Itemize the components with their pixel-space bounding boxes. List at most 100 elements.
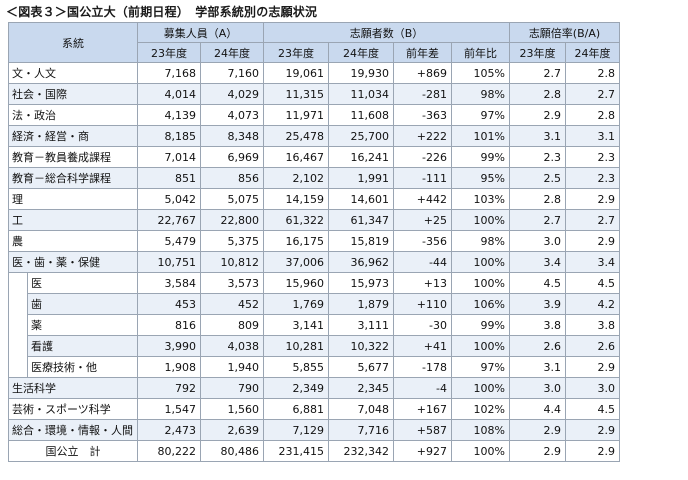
- cell-a23: 11,315: [263, 83, 329, 105]
- cell-b24: 2.6: [565, 335, 620, 357]
- cell-diff: -4: [393, 377, 452, 399]
- cell-pct: 100%: [451, 251, 510, 273]
- cell-pct: 108%: [451, 419, 510, 441]
- table-body: 文・人文 7,168 7,160 19,061 19,930 +869 105% 2.7 2.8…: [7, 62, 620, 462]
- row-label: 文・人文: [8, 62, 138, 84]
- cell-diff: -111: [393, 167, 452, 189]
- cell-r24: 856: [200, 167, 264, 189]
- cell-r23: 22,767: [137, 209, 201, 231]
- table-row: 薬 816 809 3,141 3,111 -30 99% 3.8 3.8: [7, 314, 620, 336]
- cell-b24: 2.7: [565, 83, 620, 105]
- row-label: 農: [8, 230, 138, 252]
- cell-b24: 3.0: [565, 377, 620, 399]
- table-row: 医・歯・薬・保健 10,751 10,812 37,006 36,962 -44 100% 3…: [8, 251, 620, 273]
- total-cell-b24: 2.9: [565, 440, 620, 462]
- total-cell-r23: 80,222: [137, 440, 201, 462]
- row-label: 法・政治: [8, 104, 138, 126]
- cell-r24: 6,969: [200, 146, 264, 168]
- cell-pct: 100%: [451, 272, 510, 294]
- cell-a24: 16,241: [328, 146, 394, 168]
- cell-b23: 4.4: [509, 398, 566, 420]
- cell-pct: 99%: [451, 146, 510, 168]
- cell-b24: 2.9: [565, 356, 620, 378]
- cell-r23: 2,473: [137, 419, 201, 441]
- row-label: 看護: [27, 335, 138, 357]
- cell-a24: 61,347: [328, 209, 394, 231]
- cell-r23: 3,584: [137, 272, 201, 294]
- cell-r24: 452: [200, 293, 264, 315]
- cell-b24: 4.2: [565, 293, 620, 315]
- indent-cell: [7, 314, 29, 336]
- cell-diff: -44: [393, 251, 452, 273]
- cell-r23: 4,139: [137, 104, 201, 126]
- cell-b24: 3.4: [565, 251, 620, 273]
- cell-b23: 2.6: [509, 335, 566, 357]
- cell-r23: 851: [137, 167, 201, 189]
- cell-a24: 19,930: [328, 62, 394, 84]
- cell-b23: 3.0: [509, 377, 566, 399]
- cell-a24: 11,034: [328, 83, 394, 105]
- cell-b23: 3.1: [509, 125, 566, 147]
- row-label: 教育－教員養成課程: [8, 146, 138, 168]
- table-row: 社会・国際 4,014 4,029 11,315 11,034 -281 98% 2.8 2.7: [8, 83, 620, 105]
- cell-diff: -281: [393, 83, 452, 105]
- cell-b24: 2.9: [565, 230, 620, 252]
- cell-a23: 7,129: [263, 419, 329, 441]
- table-row: 農 5,479 5,375 16,175 15,819 -356 98% 3.0 2.9: [8, 230, 620, 252]
- cell-a23: 5,855: [263, 356, 329, 378]
- cell-pct: 100%: [451, 209, 510, 231]
- cell-diff: -178: [393, 356, 452, 378]
- cell-r24: 5,075: [200, 188, 264, 210]
- cell-b24: 2.7: [565, 209, 620, 231]
- cell-diff: +25: [393, 209, 452, 231]
- cell-b24: 4.5: [565, 398, 620, 420]
- cell-r23: 1,547: [137, 398, 201, 420]
- cell-a24: 11,608: [328, 104, 394, 126]
- cell-a24: 7,048: [328, 398, 394, 420]
- cell-b23: 2.5: [509, 167, 566, 189]
- cell-r24: 4,029: [200, 83, 264, 105]
- header-applicants-23: 23年度: [263, 42, 329, 63]
- cell-r24: 1,560: [200, 398, 264, 420]
- table-row: 法・政治 4,139 4,073 11,971 11,608 -363 97% 2.9 2.8: [8, 104, 620, 126]
- cell-b23: 2.9: [509, 419, 566, 441]
- cell-diff: +167: [393, 398, 452, 420]
- table-row: 歯 453 452 1,769 1,879 +110 106% 3.9 4.2: [7, 293, 620, 315]
- cell-r23: 7,168: [137, 62, 201, 84]
- cell-a24: 15,973: [328, 272, 394, 294]
- cell-pct: 95%: [451, 167, 510, 189]
- row-label: 教育－総合科学課程: [8, 167, 138, 189]
- cell-a23: 25,478: [263, 125, 329, 147]
- cell-a24: 15,819: [328, 230, 394, 252]
- header-category: 系統: [8, 22, 138, 63]
- row-label: 経済・経営・商: [8, 125, 138, 147]
- table-row: 工 22,767 22,800 61,322 61,347 +25 100% 2.7 2.7: [8, 209, 620, 231]
- cell-r24: 3,573: [200, 272, 264, 294]
- cell-a23: 15,960: [263, 272, 329, 294]
- cell-pct: 101%: [451, 125, 510, 147]
- cell-diff: +110: [393, 293, 452, 315]
- cell-r24: 4,073: [200, 104, 264, 126]
- cell-a23: 16,175: [263, 230, 329, 252]
- cell-b24: 3.1: [565, 125, 620, 147]
- cell-r24: 22,800: [200, 209, 264, 231]
- row-label: 歯: [27, 293, 138, 315]
- cell-b24: 2.3: [565, 146, 620, 168]
- header-recruit-23: 23年度: [137, 42, 201, 63]
- cell-diff: -226: [393, 146, 452, 168]
- cell-b24: 2.8: [565, 104, 620, 126]
- cell-b24: 2.3: [565, 167, 620, 189]
- cell-b23: 2.9: [509, 104, 566, 126]
- cell-pct: 106%: [451, 293, 510, 315]
- cell-diff: -356: [393, 230, 452, 252]
- cell-a23: 10,281: [263, 335, 329, 357]
- row-label: 医・歯・薬・保健: [8, 251, 138, 273]
- total-label: 国公立 計: [8, 440, 138, 462]
- table-row: 総合・環境・情報・人間 2,473 2,639 7,129 7,716 +587 108% 2…: [8, 419, 620, 441]
- row-label: 医: [27, 272, 138, 294]
- cell-r24: 2,639: [200, 419, 264, 441]
- cell-a23: 3,141: [263, 314, 329, 336]
- cell-pct: 99%: [451, 314, 510, 336]
- total-cell-r24: 80,486: [200, 440, 264, 462]
- cell-pct: 100%: [451, 335, 510, 357]
